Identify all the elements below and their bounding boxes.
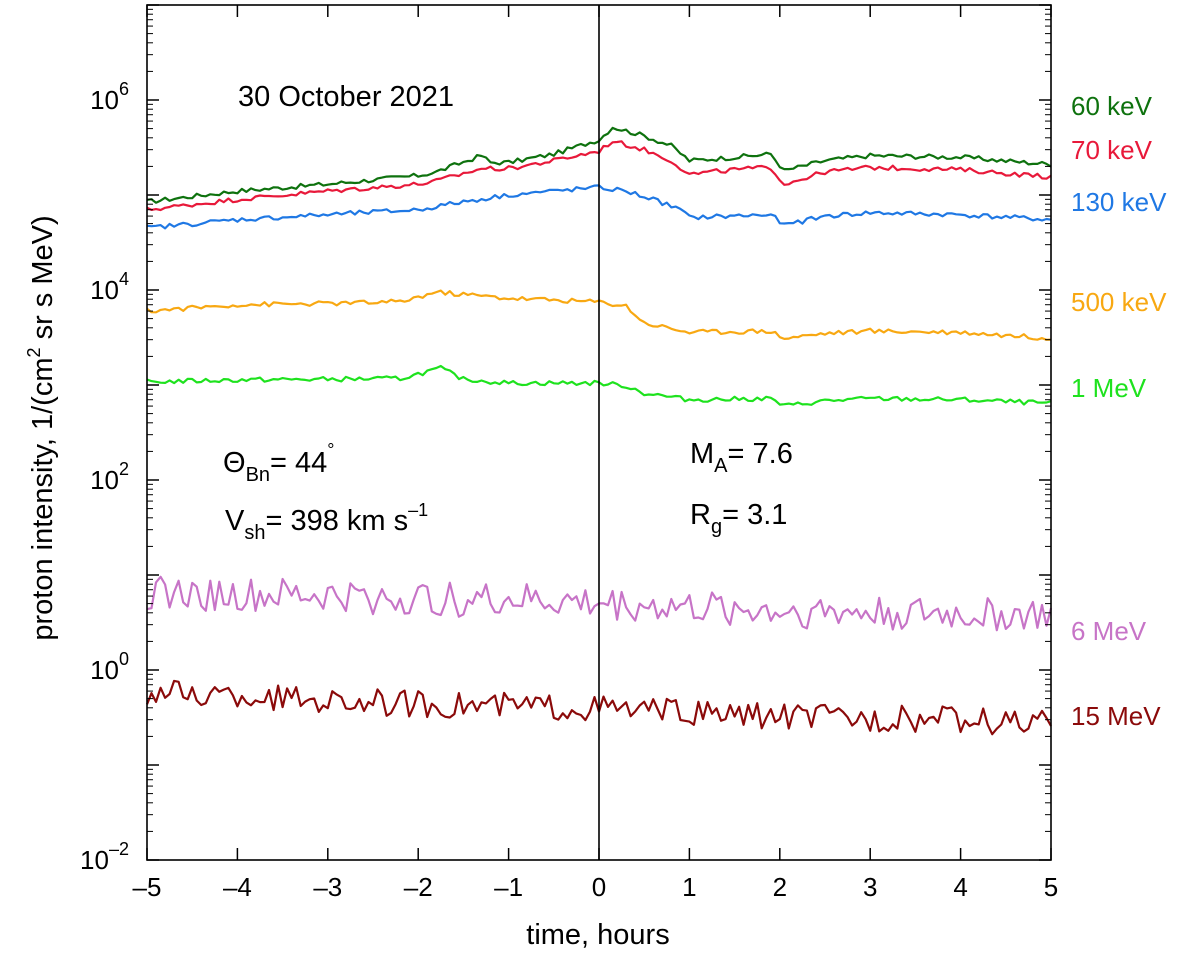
x-tick-label: –5 [133, 872, 162, 902]
axes-layer: –5 –4 –3 –2 –1 0 1 2 3 4 5 10–2 100 102 104 106 [80, 4, 1058, 902]
y-tick-label: 104 [90, 269, 129, 305]
series-labels: 60 keV 70 keV 130 keV 500 keV 1 MeV 6 MeV 15 M… [1071, 91, 1167, 731]
x-tick-label: –2 [404, 872, 433, 902]
series-label-60-kev: 60 keV [1071, 91, 1153, 121]
y-tick-label: 100 [90, 649, 129, 685]
series-label-130-kev: 130 keV [1071, 187, 1167, 217]
series-label-15-mev: 15 MeV [1071, 701, 1161, 731]
x-tick-label: 0 [592, 872, 606, 902]
series-label-1-mev: 1 MeV [1071, 373, 1147, 403]
y-tick-label: 102 [90, 459, 129, 495]
x-tick-label: 2 [773, 872, 787, 902]
alfven-mach-annotation: MA= 7.6 [690, 438, 793, 477]
x-axis-title: time, hours [526, 919, 669, 951]
x-tick-label: –1 [494, 872, 523, 902]
x-tick-label: –4 [223, 872, 252, 902]
series-label-70-kev: 70 keV [1071, 135, 1153, 165]
x-tick-label: 1 [682, 872, 696, 902]
y-tick-label: 106 [90, 79, 129, 115]
series-label-500-kev: 500 keV [1071, 287, 1167, 317]
y-tick-label: 10–2 [80, 839, 129, 875]
x-tick-label: 5 [1044, 872, 1058, 902]
series-label-6-mev: 6 MeV [1071, 616, 1147, 646]
x-tick-label: 3 [863, 872, 877, 902]
x-tick-label: –3 [313, 872, 342, 902]
gyroradius-annotation: Rg= 3.1 [690, 499, 787, 538]
x-tick-label: 4 [953, 872, 967, 902]
y-axis-title: proton intensity, 1/(cm2 sr s MeV) [24, 215, 59, 640]
theta-bn-annotation: ΘBn= 44° [223, 440, 334, 486]
shock-speed-annotation: Vsh= 398 km s–1 [225, 500, 428, 544]
chart-title: 30 October 2021 [238, 81, 454, 113]
